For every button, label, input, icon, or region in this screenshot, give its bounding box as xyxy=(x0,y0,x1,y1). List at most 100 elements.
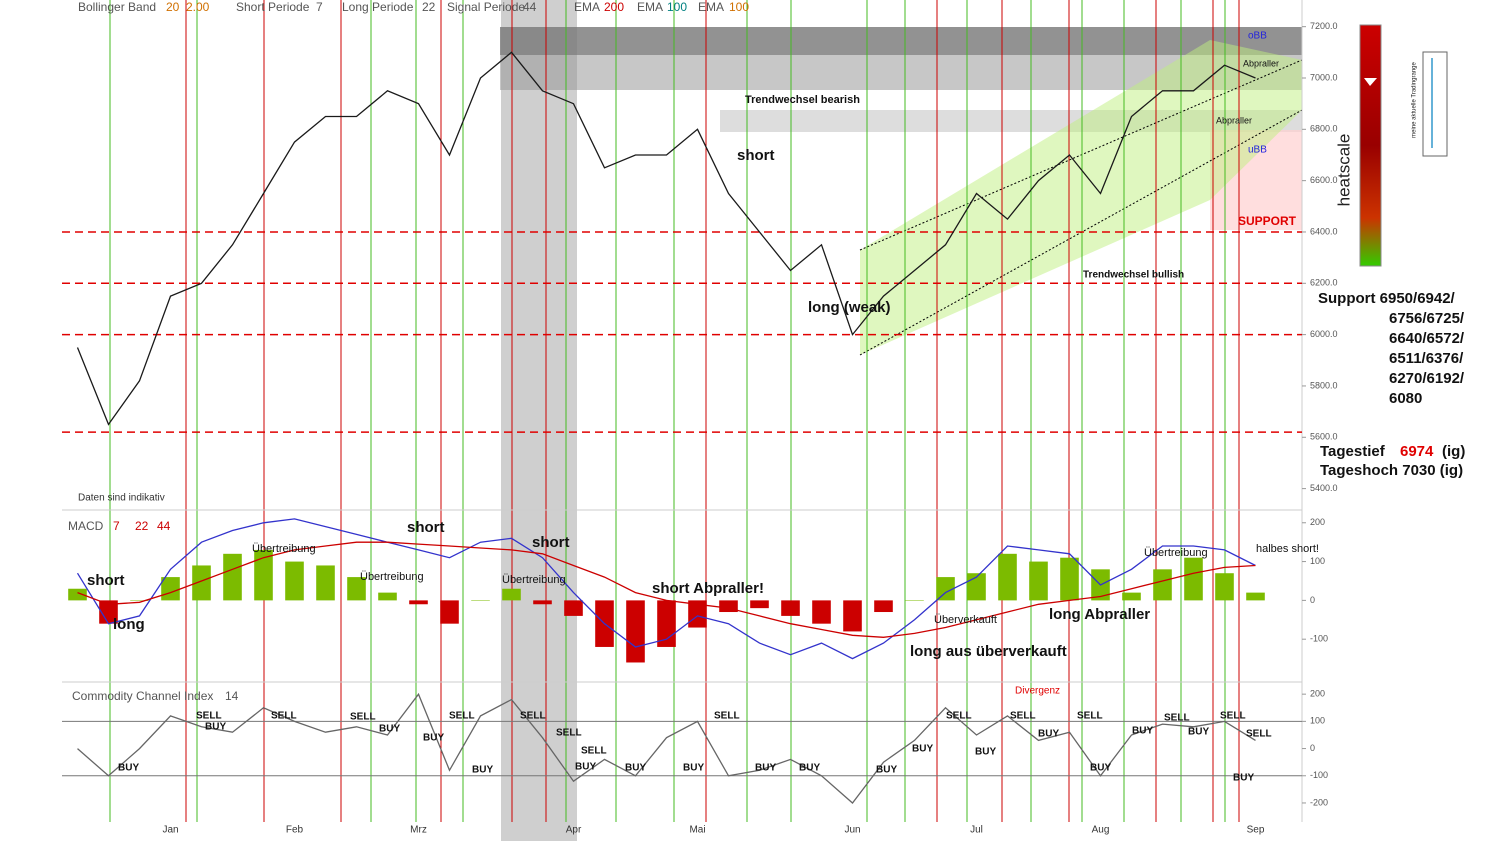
x-tick-label: Mrz xyxy=(410,825,427,836)
annotation: Abpraller xyxy=(1243,58,1279,68)
bar xyxy=(471,600,490,601)
bar xyxy=(1122,592,1141,601)
indicator-header: 44 xyxy=(523,0,537,14)
support-line: Support 6950/6942/ xyxy=(1318,290,1456,307)
annotation: Übertreibung xyxy=(502,574,566,586)
y-tick-label: 100 xyxy=(1310,716,1325,726)
x-tick-label: Jun xyxy=(844,825,860,836)
indicator-header: 7 xyxy=(113,519,120,533)
bar xyxy=(657,600,676,647)
bar xyxy=(223,553,242,601)
tagestief-label: Tagestief xyxy=(1320,443,1386,460)
y-tick-label: 6000.0 xyxy=(1310,329,1338,339)
shade xyxy=(501,0,577,841)
heatscale-label: heatscale xyxy=(1334,134,1353,207)
tagestief-unit: (ig) xyxy=(1442,443,1465,460)
annotation: short xyxy=(737,147,775,164)
x-tick-label: Apr xyxy=(566,825,582,836)
bar xyxy=(68,588,87,601)
x-tick-label: Sep xyxy=(1247,825,1265,836)
series-line xyxy=(77,692,1256,804)
annotation: BUY xyxy=(876,765,897,776)
annotation: SELL xyxy=(449,711,475,722)
annotation: short xyxy=(532,534,570,551)
annotation: Überverkauft xyxy=(934,614,997,626)
annotation: Abpraller xyxy=(1216,115,1252,125)
y-tick-label: 200 xyxy=(1310,689,1325,699)
tagestief-value: 6974 xyxy=(1400,443,1434,460)
annotation: SELL xyxy=(1010,711,1036,722)
annotation: SELL xyxy=(714,711,740,722)
annotation: SELL xyxy=(196,711,222,722)
tageshoch: Tageshoch 7030 (ig) xyxy=(1320,462,1463,479)
x-tick-label: Aug xyxy=(1092,825,1110,836)
indicator-header: EMA xyxy=(574,0,600,14)
bar xyxy=(378,592,397,601)
indicator-header: 22 xyxy=(422,0,436,14)
annotation: long Abpraller xyxy=(1049,606,1150,623)
annotation: Divergenz xyxy=(1015,686,1060,697)
support-line: 6756/6725/ xyxy=(1389,310,1465,327)
y-tick-label: 5800.0 xyxy=(1310,380,1338,390)
annotation: short Abpraller! xyxy=(652,580,764,597)
bar xyxy=(1060,557,1079,601)
annotation: BUY xyxy=(1090,763,1111,774)
annotation: SELL xyxy=(520,711,546,722)
annotation: long (weak) xyxy=(808,299,891,316)
bar xyxy=(719,600,738,613)
annotation: BUY xyxy=(1038,729,1059,740)
annotation: SELL xyxy=(946,711,972,722)
bar xyxy=(316,565,335,601)
y-tick-label: 6600.0 xyxy=(1310,175,1338,185)
annotation: oBB xyxy=(1248,31,1267,42)
bar xyxy=(533,600,552,605)
bar xyxy=(688,600,707,628)
heatscale-bar xyxy=(1359,24,1382,267)
annotation: SELL xyxy=(1220,711,1246,722)
y-tick-label: 6200.0 xyxy=(1310,278,1338,288)
annotation: halbes short! xyxy=(1256,543,1319,555)
indicator-header: Short Periode xyxy=(236,0,310,14)
annotation: short xyxy=(407,519,445,536)
bar xyxy=(285,561,304,601)
y-tick-label: 7000.0 xyxy=(1310,72,1338,82)
bar xyxy=(750,600,769,609)
bar xyxy=(812,600,831,624)
bar xyxy=(130,600,149,601)
annotation: SELL xyxy=(1164,713,1190,724)
indicator-header: 100 xyxy=(729,0,749,14)
support-line: 6270/6192/ xyxy=(1389,370,1465,387)
annotation: SELL xyxy=(271,711,297,722)
bar xyxy=(1246,592,1265,601)
annotation: Übertreibung xyxy=(360,571,424,583)
y-tick-label: 5600.0 xyxy=(1310,432,1338,442)
annotation: Übertreibung xyxy=(1144,547,1208,559)
y-tick-label: 100 xyxy=(1310,556,1325,566)
annotation: SELL xyxy=(350,712,376,723)
bar xyxy=(1029,561,1048,601)
bar xyxy=(843,600,862,632)
y-tick-label: 200 xyxy=(1310,517,1325,527)
support-line: 6640/6572/ xyxy=(1389,330,1465,347)
annotation: SELL xyxy=(1077,711,1103,722)
annotation: uBB xyxy=(1248,145,1267,156)
x-tick-label: Jan xyxy=(162,825,178,836)
y-tick-label: -100 xyxy=(1310,634,1328,644)
indicator-header: Commodity Channel Index xyxy=(72,689,213,703)
bar xyxy=(161,577,180,601)
annotation: Daten sind indikativ xyxy=(78,493,165,504)
indicator-header: Signal Periode xyxy=(447,0,525,14)
resistance-zone xyxy=(500,27,1302,55)
y-tick-label: -200 xyxy=(1310,797,1328,807)
x-tick-label: Feb xyxy=(286,825,304,836)
bar xyxy=(440,600,459,624)
bar xyxy=(905,600,924,601)
y-tick-label: 0 xyxy=(1310,595,1315,605)
annotation: BUY xyxy=(975,747,996,758)
tradingrange-label: meine aktuelle Tradingrange xyxy=(1412,61,1418,137)
bar xyxy=(254,549,273,601)
indicator-header: 20 xyxy=(166,0,180,14)
indicator-header: 7 xyxy=(316,0,323,14)
annotation: SELL xyxy=(1246,729,1272,740)
bar xyxy=(781,600,800,616)
